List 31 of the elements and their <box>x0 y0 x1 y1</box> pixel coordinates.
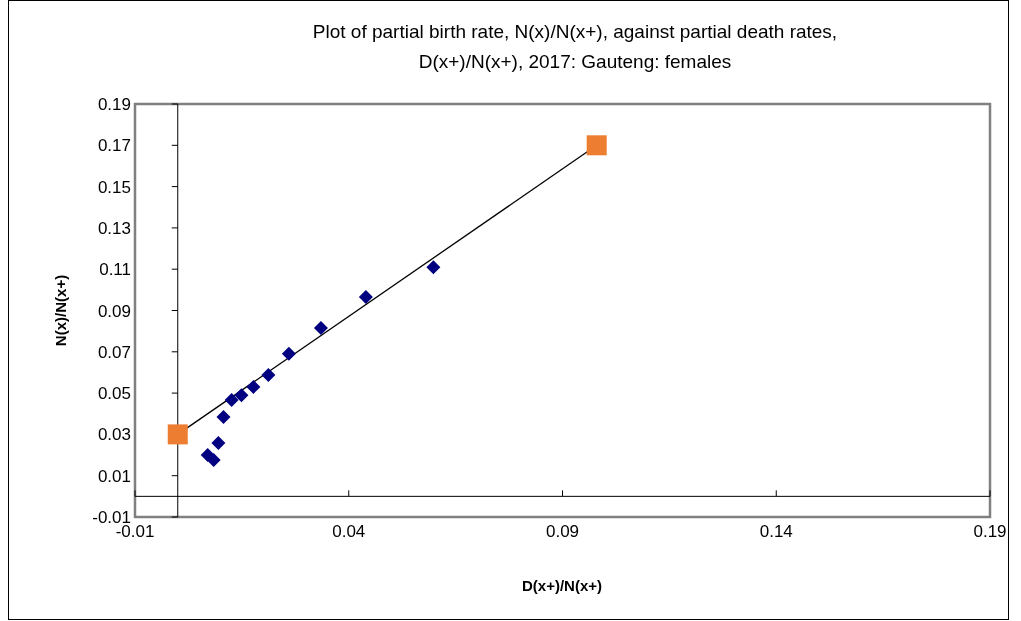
chart-title: Plot of partial birth rate, N(x)/N(x+), against partial death rates, D(x+)/N(x+), 2017: Gauteng: females <box>312 21 838 72</box>
y-axis-title: N(x)/N(x+) <box>52 274 69 347</box>
y-tick-label: 0.11 <box>99 260 131 280</box>
x-tick-label: -0.01 <box>115 522 155 541</box>
point <box>246 379 261 394</box>
point <box>586 135 607 156</box>
point <box>211 436 226 451</box>
point <box>224 392 239 407</box>
y-tick-label: 0.01 <box>97 466 131 486</box>
point <box>206 453 221 468</box>
point <box>234 388 249 403</box>
y-tick-label: 0.17 <box>97 136 131 156</box>
point <box>426 260 441 275</box>
point <box>216 410 231 425</box>
y-tick-label: 0.19 <box>97 95 131 114</box>
x-tick-label: 0.04 <box>332 522 366 541</box>
point <box>281 346 296 361</box>
point <box>167 424 188 445</box>
point <box>358 290 373 305</box>
x-tick-label: 0.19 <box>973 522 1007 541</box>
y-tick-label: 0.07 <box>97 342 131 362</box>
x-tick-label: 0.09 <box>545 522 580 541</box>
y-tick-label: 0.15 <box>97 177 131 197</box>
y-tick-label: 0.13 <box>97 218 131 238</box>
x-tick-label: 0.14 <box>759 522 793 541</box>
point <box>261 367 276 382</box>
y-tick-label: 0.05 <box>97 384 131 404</box>
x-axis-title: D(x+)/N(x+) <box>521 577 603 594</box>
y-tick-label: 0.09 <box>97 301 131 321</box>
point <box>313 321 328 336</box>
y-tick-label: 0.03 <box>97 425 131 445</box>
